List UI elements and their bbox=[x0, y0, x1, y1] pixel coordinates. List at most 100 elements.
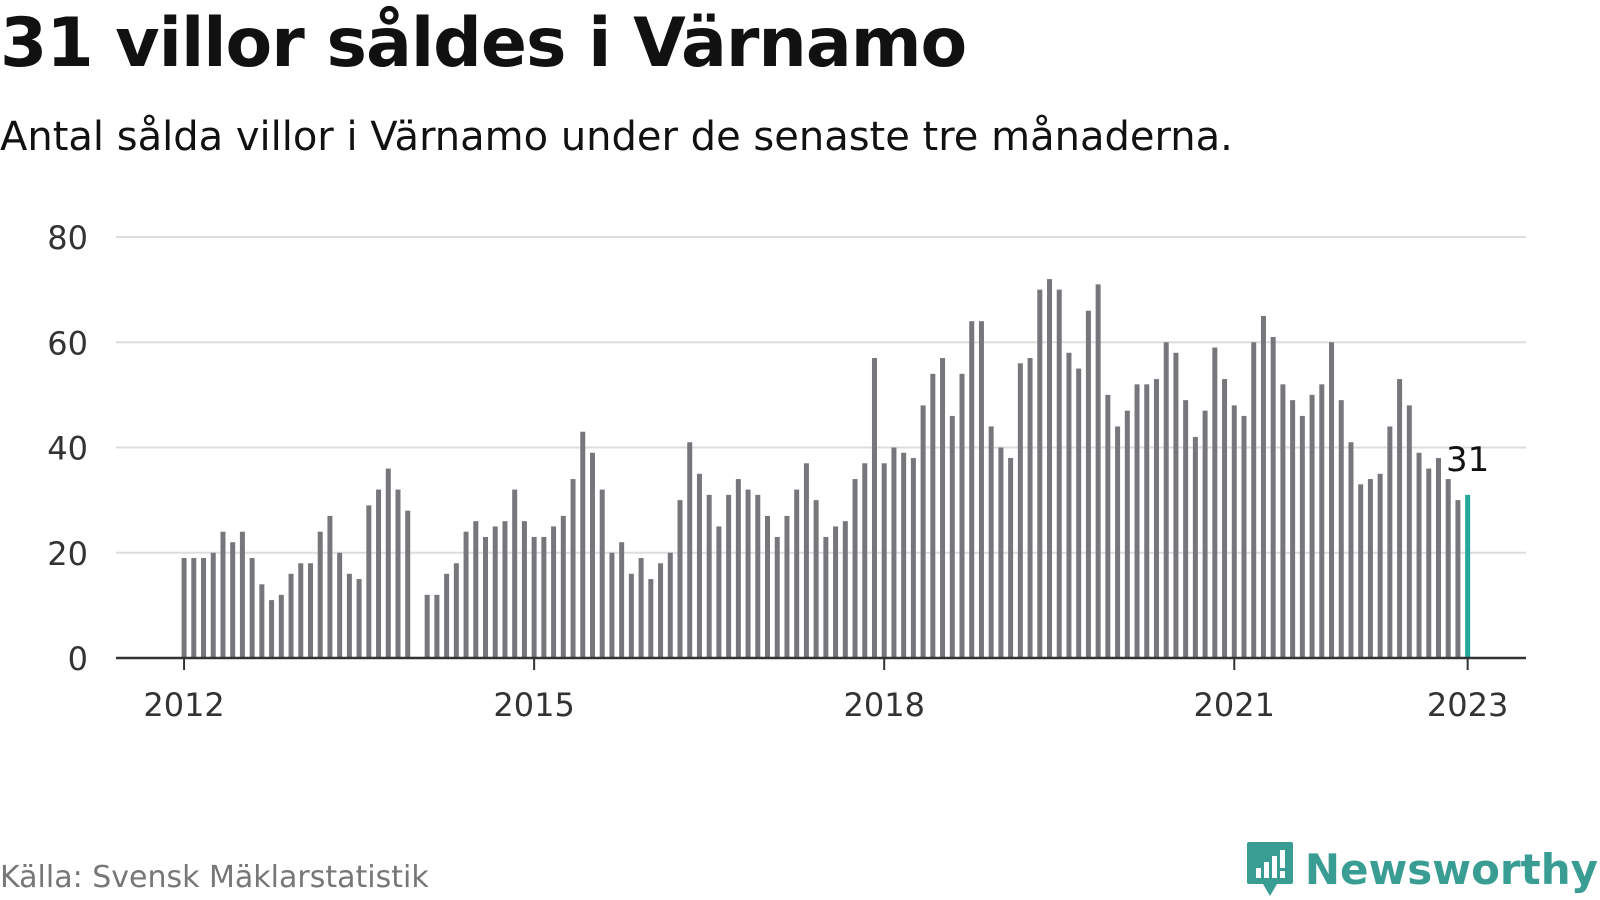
bar bbox=[648, 579, 654, 658]
bar bbox=[307, 563, 313, 658]
bar bbox=[1270, 336, 1276, 658]
bar bbox=[1017, 363, 1023, 658]
bar bbox=[1115, 426, 1121, 658]
bar bbox=[959, 373, 965, 658]
bar bbox=[1348, 442, 1354, 658]
bar bbox=[755, 494, 761, 658]
bar bbox=[774, 536, 780, 658]
bar bbox=[667, 552, 673, 658]
bar bbox=[871, 358, 877, 658]
bar bbox=[298, 563, 304, 658]
source-note: Källa: Svensk Mäklarstatistik bbox=[0, 860, 429, 895]
bar bbox=[1153, 379, 1159, 658]
bar bbox=[453, 563, 459, 658]
bar bbox=[1037, 289, 1043, 658]
bar bbox=[1416, 452, 1422, 658]
bar bbox=[658, 563, 664, 658]
bar bbox=[1027, 358, 1033, 658]
bar bbox=[1367, 479, 1373, 658]
chart-title: 31 villor såldes i Värnamo bbox=[0, 4, 967, 83]
x-tick-label: 2021 bbox=[1194, 686, 1275, 724]
bar bbox=[813, 500, 819, 658]
bar bbox=[794, 489, 800, 658]
y-tick-label: 40 bbox=[47, 430, 88, 468]
bar bbox=[1329, 342, 1335, 658]
bar bbox=[998, 447, 1004, 658]
chart-subtitle: Antal sålda villor i Värnamo under de se… bbox=[0, 114, 1233, 160]
x-tick-label: 2023 bbox=[1427, 686, 1508, 724]
bar bbox=[1435, 458, 1441, 658]
bar bbox=[444, 573, 450, 658]
bar bbox=[1377, 473, 1383, 658]
bar bbox=[201, 558, 207, 658]
newsworthy-logo-icon bbox=[1246, 842, 1293, 896]
bar bbox=[1076, 368, 1082, 658]
brand-logo: Newsworthy bbox=[1245, 840, 1598, 898]
data-label: 31 bbox=[1446, 440, 1489, 480]
bar bbox=[278, 594, 284, 658]
bar bbox=[376, 489, 382, 658]
bar bbox=[210, 552, 216, 658]
bar bbox=[405, 510, 411, 658]
bar bbox=[560, 515, 566, 658]
bar bbox=[1144, 384, 1150, 658]
bar bbox=[1338, 400, 1344, 658]
bar bbox=[1299, 415, 1305, 658]
bar bbox=[220, 531, 226, 658]
bar bbox=[1280, 384, 1286, 658]
bar bbox=[803, 463, 809, 658]
bar bbox=[337, 552, 343, 658]
x-tick-label: 2018 bbox=[843, 686, 924, 724]
bar bbox=[483, 536, 489, 658]
bar bbox=[920, 405, 926, 658]
bar bbox=[823, 536, 829, 658]
bar bbox=[1183, 400, 1189, 658]
bar bbox=[706, 494, 712, 658]
bar bbox=[930, 373, 936, 658]
bar bbox=[1222, 379, 1228, 658]
bar bbox=[1445, 479, 1451, 658]
bar bbox=[1134, 384, 1140, 658]
bar bbox=[988, 426, 994, 658]
bar bbox=[1066, 352, 1072, 658]
bar bbox=[978, 321, 984, 658]
y-tick-label: 60 bbox=[47, 324, 88, 362]
bar bbox=[619, 542, 625, 658]
bar bbox=[580, 431, 586, 658]
bar bbox=[570, 479, 576, 658]
bar bbox=[891, 447, 897, 658]
bar bbox=[1406, 405, 1412, 658]
bar bbox=[1290, 400, 1296, 658]
bar bbox=[346, 573, 352, 658]
bar bbox=[473, 521, 479, 658]
bar bbox=[696, 473, 702, 658]
bar bbox=[1455, 500, 1461, 658]
bar bbox=[492, 526, 498, 658]
bar bbox=[1163, 342, 1169, 658]
bar bbox=[677, 500, 683, 658]
bar bbox=[609, 552, 615, 658]
bar bbox=[1241, 415, 1247, 658]
bar bbox=[1212, 347, 1218, 658]
bar bbox=[288, 573, 294, 658]
bar bbox=[1095, 284, 1101, 658]
bar bbox=[521, 521, 527, 658]
bar bbox=[181, 558, 187, 658]
bar bbox=[881, 463, 887, 658]
bar bbox=[842, 521, 848, 658]
bar bbox=[716, 526, 722, 658]
bar bbox=[735, 479, 741, 658]
bar bbox=[628, 573, 634, 658]
bar bbox=[1056, 289, 1062, 658]
bar bbox=[239, 531, 245, 658]
bar bbox=[1173, 352, 1179, 658]
bar bbox=[1426, 468, 1432, 658]
bar bbox=[1387, 426, 1393, 658]
bar bbox=[269, 600, 275, 658]
x-tick-label: 2012 bbox=[143, 686, 224, 724]
bar bbox=[1192, 436, 1198, 658]
bar bbox=[512, 489, 518, 658]
bar bbox=[1231, 405, 1237, 658]
bar bbox=[551, 526, 557, 658]
bar bbox=[1319, 384, 1325, 658]
